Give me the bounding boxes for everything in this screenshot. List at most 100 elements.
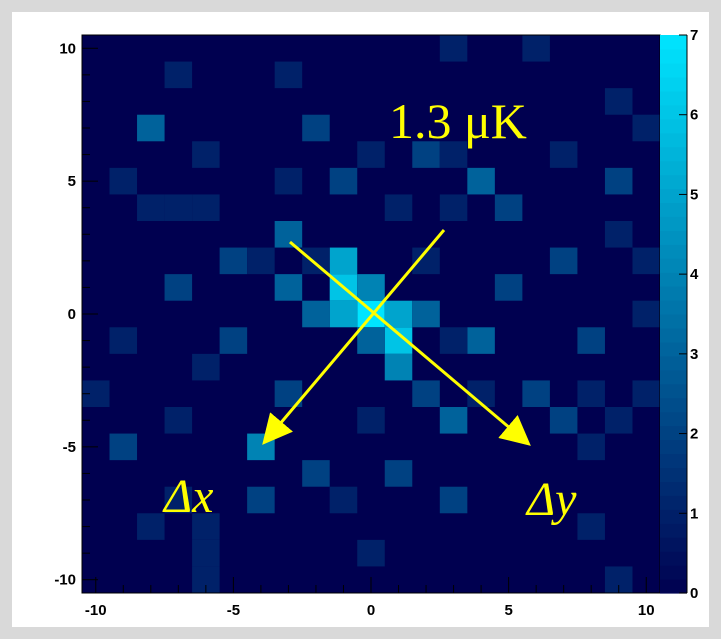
colorbar-tick-label: 7 — [690, 27, 698, 44]
colorbar-tick-label: 4 — [690, 266, 699, 283]
heatmap-cell — [219, 247, 248, 275]
heatmap-cell — [439, 35, 468, 62]
heatmap-cell — [439, 194, 468, 221]
heatmap-cell — [439, 407, 468, 434]
heatmap-cell — [302, 114, 330, 142]
delta-y-label: Δy — [525, 473, 577, 526]
colorbar-segment — [660, 35, 687, 50]
heatmap-cell — [164, 486, 193, 514]
heatmap-cell — [247, 486, 275, 514]
y-tick-label: 10 — [59, 40, 76, 57]
colorbar-segment — [660, 202, 687, 217]
colorbar-tick-label: 3 — [690, 346, 698, 363]
colorbar-segment — [660, 509, 687, 524]
heatmap-cells — [82, 35, 660, 593]
heatmap-cell — [632, 300, 660, 328]
delta-x-label: Δx — [162, 470, 213, 523]
heatmap-cell — [274, 61, 303, 89]
colorbar-segment — [660, 90, 687, 106]
colorbar-segment — [660, 397, 687, 413]
heatmap-cell — [109, 167, 138, 195]
heatmap-cell — [549, 141, 578, 168]
heatmap-cell — [384, 194, 413, 221]
heatmap-cell — [329, 167, 358, 195]
heatmap-cell — [384, 353, 413, 381]
heatmap-cell — [357, 407, 385, 434]
axes: -10 -5 0 5 10 10 5 0 -5 -10 — [54, 40, 654, 619]
colorbar-segment — [660, 146, 687, 162]
heatmap-cell — [302, 247, 330, 275]
heatmap-cell — [577, 380, 605, 407]
colorbar-segment — [660, 188, 687, 203]
annotation-overlay: 1.3 μK Δx Δy — [162, 93, 577, 526]
heatmap-cell — [604, 167, 633, 195]
colorbar-segment — [660, 272, 687, 287]
colorbar-segment — [660, 523, 687, 538]
heatmap-cell — [164, 274, 193, 301]
heatmap-cell — [302, 300, 330, 328]
heatmap-cell — [494, 274, 523, 301]
heatmap-cell — [412, 380, 440, 407]
colorbar-segment — [660, 230, 687, 245]
colorbar-segment — [660, 369, 687, 385]
x-tick-label: -10 — [85, 602, 107, 619]
heatmap-cell — [357, 274, 385, 301]
heatmap-cell — [357, 327, 385, 354]
colorbar-segment — [660, 258, 687, 273]
colorbar-segment — [660, 76, 687, 92]
colorbar-segment — [660, 579, 687, 594]
heatmap-cell — [247, 247, 275, 275]
heatmap-cell — [439, 141, 468, 168]
colorbar-segment — [660, 314, 687, 329]
heatmap-cell — [577, 513, 605, 540]
heatmap-chart: -10 -5 0 5 10 10 5 0 -5 -10 0 1 2 3 4 5 6 7 1.3 μK Δx Δy — [54, 27, 699, 619]
colorbar-segment — [660, 216, 687, 231]
colorbar-segment — [660, 327, 687, 343]
colorbar-segment — [660, 467, 687, 482]
colorbar-segment — [660, 439, 687, 455]
colorbar-tick-label: 0 — [690, 585, 698, 602]
heatmap-cell — [109, 433, 138, 461]
heatmap-cell — [192, 539, 220, 567]
heatmap-cell — [467, 327, 495, 354]
heatmap-cell — [577, 433, 605, 461]
y-tick-label: 0 — [68, 306, 76, 323]
colorbar-segment — [660, 495, 687, 510]
colorbar-segment — [660, 62, 687, 78]
heatmap-cell — [604, 407, 633, 434]
heatmap-cell — [247, 433, 275, 461]
heatmap-cell — [439, 327, 468, 354]
colorbar-segment — [660, 160, 687, 176]
heatmap-cell — [329, 247, 358, 275]
heatmap-cell — [604, 221, 633, 248]
colorbar-segment — [660, 132, 687, 148]
heatmap-cell — [192, 141, 220, 168]
heatmap-cell — [384, 460, 413, 487]
heatmap-cell — [137, 194, 165, 221]
colorbar-segment — [660, 174, 687, 190]
heatmap-cell — [164, 194, 193, 221]
heatmap-cell — [439, 486, 468, 514]
heatmap-cell — [137, 114, 165, 142]
colorbar-segment — [660, 355, 687, 371]
colorbar-segment — [660, 425, 687, 441]
heatmap-cell — [164, 61, 193, 89]
heatmap-cell — [109, 327, 138, 354]
heatmap-cell — [357, 141, 385, 168]
heatmap-cell — [274, 167, 303, 195]
colorbar-segment — [660, 286, 687, 301]
x-tick-label: -5 — [227, 602, 240, 619]
colorbar-segment — [660, 118, 687, 134]
arrow-dy — [289, 240, 531, 446]
heatmap-cell — [384, 300, 413, 328]
heatmap-cell — [302, 460, 330, 487]
heatmap-cell — [549, 247, 578, 275]
colorbar-segment — [660, 411, 687, 427]
colorbar-segment — [660, 551, 687, 566]
heatmap-cell — [137, 513, 165, 540]
colorbar-segment — [660, 300, 687, 315]
heatmap-cell — [357, 539, 385, 567]
colorbar-segment — [660, 565, 687, 580]
colorbar-segment — [660, 481, 687, 496]
heatmap-cell — [192, 353, 220, 381]
